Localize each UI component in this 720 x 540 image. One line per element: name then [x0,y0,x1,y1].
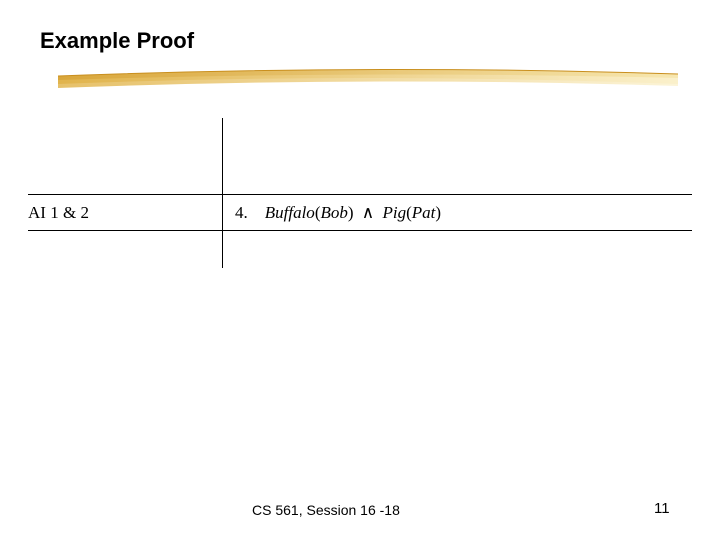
table-divider-vertical [222,118,223,268]
proof-table: AI 1 & 2 4. Buffalo(Bob) ∧ Pig(Pat) [28,118,692,278]
pred1-arg: Bob [320,203,347,222]
page-number: 11 [654,500,670,517]
slide: Example Proof AI 1 & 2 [0,0,720,540]
proof-left-cell: AI 1 & 2 [28,203,89,223]
step-number: 4. [235,203,248,222]
left-text-suffix: 2 [80,203,89,222]
title-underline [58,62,678,92]
left-text-plain: AI 1 [28,203,63,222]
footer-text: CS 561, Session 16 -18 [252,502,400,518]
table-row-top-border [28,194,692,195]
pred1-close: ) [348,203,354,222]
conj-symbol: ∧ [358,203,378,222]
left-text-amp: & [63,203,80,222]
slide-title: Example Proof [40,28,194,54]
table-row-bottom-border [28,230,692,231]
pred1-name: Buffalo [265,203,315,222]
pred2-close: ) [435,203,441,222]
pred2-name: Pig [383,203,407,222]
pred2-arg: Pat [412,203,436,222]
proof-right-cell: 4. Buffalo(Bob) ∧ Pig(Pat) [235,203,441,223]
